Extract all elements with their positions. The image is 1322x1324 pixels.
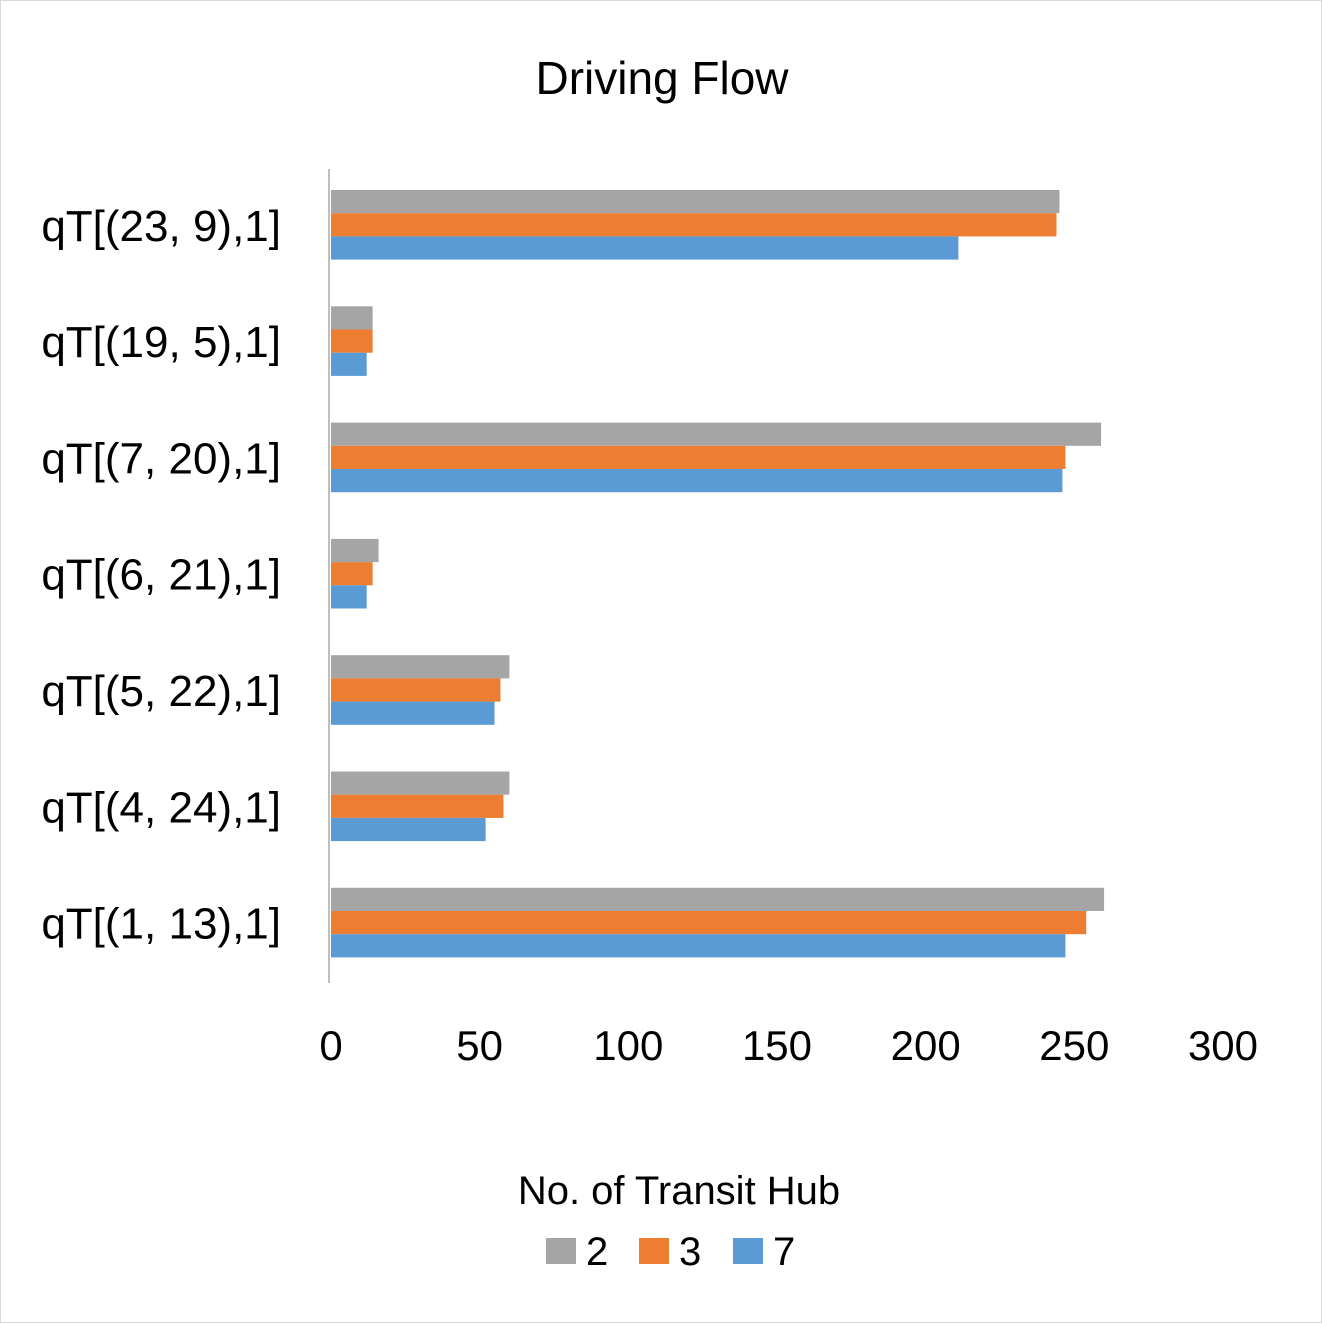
bar-2-series-3 <box>331 329 373 353</box>
bar-3-series-2 <box>331 422 1102 446</box>
x-tick-label: 300 <box>1188 1022 1258 1069</box>
x-tick-label: 100 <box>593 1022 663 1069</box>
legend-swatch-3 <box>639 1238 669 1264</box>
legend: 2 3 7 <box>546 1230 795 1274</box>
legend-swatch-7 <box>733 1238 763 1264</box>
bar-5-series-7 <box>331 701 495 725</box>
legend-label-3: 3 <box>679 1230 701 1274</box>
bar-4-series-2 <box>331 538 379 563</box>
bar-3-series-7 <box>331 469 1063 493</box>
legend-label-2: 2 <box>586 1230 608 1274</box>
category-label: qT[(7, 20),1] <box>41 434 281 483</box>
category-label: qT[(6, 21),1] <box>41 551 281 600</box>
category-label: qT[(19, 5),1] <box>41 318 281 367</box>
x-tick-label: 200 <box>891 1022 961 1069</box>
bar-4-series-7 <box>331 585 367 609</box>
bar-3-series-3 <box>331 445 1066 469</box>
legend-title: No. of Transit Hub <box>518 1169 840 1213</box>
x-tick-label: 0 <box>319 1022 342 1069</box>
bar-5-series-3 <box>331 678 501 702</box>
category-label: qT[(23, 9),1] <box>41 202 281 251</box>
bars-layer <box>331 190 1105 958</box>
bar-2-series-7 <box>331 352 367 376</box>
bar-1-series-3 <box>331 213 1057 237</box>
bar-7-series-3 <box>331 911 1087 935</box>
x-tick-label: 50 <box>456 1022 503 1069</box>
x-tick-label: 250 <box>1039 1022 1109 1069</box>
category-label: qT[(5, 22),1] <box>41 667 281 716</box>
bar-4-series-3 <box>331 562 373 586</box>
bar-5-series-2 <box>331 655 510 679</box>
bar-2-series-2 <box>331 306 373 330</box>
bar-1-series-7 <box>331 236 959 260</box>
x-axis-tick-labels: 0 50 100 150 200 250 300 <box>319 1022 1258 1069</box>
chart-title: Driving Flow <box>535 52 789 104</box>
bar-6-series-2 <box>331 771 510 795</box>
bar-7-series-7 <box>331 934 1066 958</box>
bar-6-series-3 <box>331 794 504 818</box>
legend-swatch-2 <box>546 1238 576 1264</box>
y-axis-labels: qT[(23, 9),1] qT[(19, 5),1] qT[(7, 20),1] q… <box>41 202 281 949</box>
x-tick-label: 150 <box>742 1022 812 1069</box>
legend-label-7: 7 <box>773 1230 795 1274</box>
bar-6-series-7 <box>331 817 486 842</box>
bar-1-series-2 <box>331 190 1060 214</box>
category-label: qT[(4, 24),1] <box>41 783 281 832</box>
bar-7-series-2 <box>331 887 1105 911</box>
category-label: qT[(1, 13),1] <box>41 900 281 949</box>
